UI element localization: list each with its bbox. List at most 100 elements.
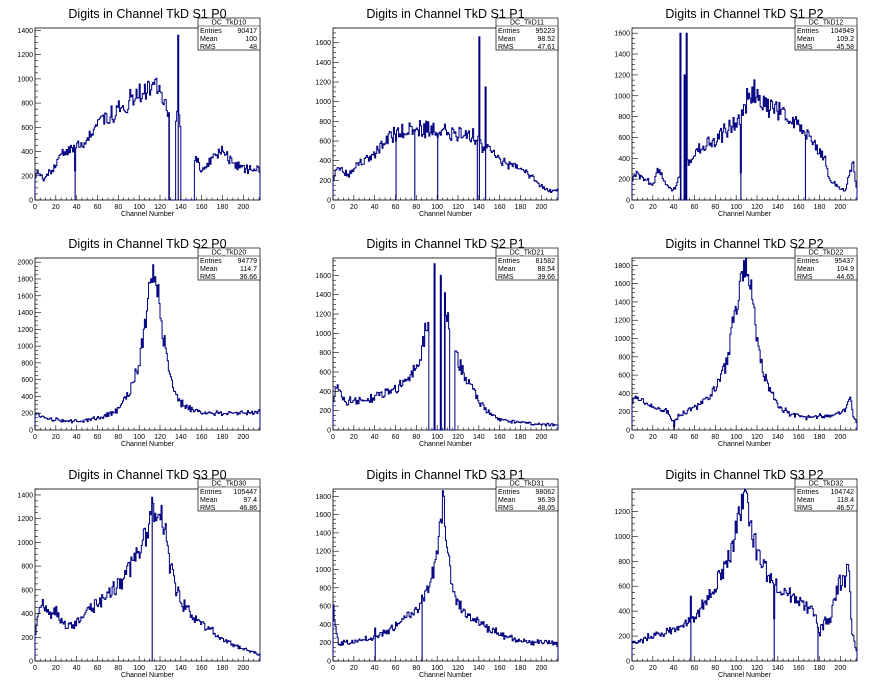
y-tick-label: 200 [21,635,33,642]
y-tick-label: 1800 [315,494,331,501]
x-tick-label: 140 [772,204,784,211]
y-tick-label: 200 [319,640,331,647]
y-tick-label: 600 [21,587,33,594]
histogram-series [631,488,858,661]
x-tick-label: 100 [730,434,742,441]
y-tick-label: 400 [618,391,630,398]
histogram-panel: Digits in Channel TkD S2 P0 0 20 40 60 80 100 1… [17,237,261,448]
y-tick-label: 800 [21,360,33,367]
y-tick-label: 1400 [17,28,33,35]
y-tick-label: 200 [618,409,630,416]
panel-title: Digits in Channel TkD S1 P2 [665,7,823,21]
x-axis-label: Channel Number [419,211,473,218]
x-tick-label: 80 [114,434,122,441]
x-tick-label: 180 [515,665,527,672]
stats-rms-value: 44.65 [836,274,854,281]
histogram-spike [374,628,376,661]
x-tick-label: 140 [175,665,187,672]
stats-entries-label: Entries [200,258,222,265]
x-tick-label: 60 [94,665,102,672]
stats-entries-label: Entries [498,489,520,496]
x-axis-label: Channel Number [121,441,175,448]
plot-frame [631,257,858,431]
y-tick-label: 200 [319,408,331,415]
x-tick-label: 160 [793,434,805,441]
histogram-panel: Digits in Channel TkD S1 P2 0 20 40 60 80 100 1… [614,7,858,218]
histogram-spike [773,618,775,661]
histogram-panel: Digits in Channel TkD S3 P1 0 20 40 60 80 100 1… [315,468,559,679]
x-tick-label: 20 [350,434,358,441]
x-tick-label: 140 [175,434,187,441]
x-tick-label: 120 [751,434,763,441]
x-tick-label: 100 [133,434,145,441]
y-tick-label: 200 [21,173,33,180]
x-tick-label: 20 [52,665,60,672]
x-tick-label: 0 [630,665,634,672]
histogram-series [34,34,261,201]
x-tick-label: 20 [350,665,358,672]
x-tick-label: 60 [691,204,699,211]
stats-rms-label: RMS [200,44,216,51]
stats-mean-label: Mean [797,36,815,43]
x-tick-label: 80 [412,204,420,211]
stats-entries-value: 94779 [238,258,258,265]
x-tick-label: 180 [814,434,826,441]
y-tick-label: 400 [21,149,33,156]
y-tick-label: 600 [319,139,331,146]
histogram-series [631,257,858,430]
histogram-spike [684,74,686,200]
stats-rms-value: 47.61 [537,44,555,51]
histogram-spike [421,595,423,661]
x-tick-label: 160 [494,204,506,211]
y-tick-label: 1000 [614,93,630,100]
x-tick-label: 80 [711,665,719,672]
histogram-spike [686,33,688,200]
y-tick-label: 1000 [315,567,331,574]
y-tick-label: 1600 [315,512,331,519]
stats-mean-label: Mean [200,497,218,504]
plot-frame [34,488,261,662]
x-tick-label: 80 [412,434,420,441]
y-tick-label: 400 [319,158,331,165]
panel-title: Digits in Channel TkD S3 P1 [366,468,524,482]
stats-mean-value: 98.52 [537,36,555,43]
y-tick-label: 0 [327,198,331,205]
x-tick-label: 20 [649,204,657,211]
y-tick-label: 1800 [614,263,630,270]
stats-name: DC_TkD31 [510,481,545,488]
x-tick-label: 100 [431,434,443,441]
stats-name: DC_TkD32 [809,481,844,488]
y-tick-label: 1000 [614,336,630,343]
panel-title: Digits in Channel TkD S1 P1 [366,7,524,21]
x-tick-label: 60 [691,434,699,441]
stats-mean-label: Mean [797,497,815,504]
y-tick-label: 1200 [315,312,331,319]
histogram-spike [434,263,436,430]
stats-name: DC_TkD21 [510,250,545,257]
y-tick-label: 200 [21,411,33,418]
x-tick-label: 180 [515,434,527,441]
y-tick-label: 1000 [17,540,33,547]
stats-mean-value: 118.4 [837,497,854,504]
y-tick-label: 0 [29,659,33,666]
stats-mean-label: Mean [797,266,815,273]
y-tick-label: 1600 [614,281,630,288]
stats-entries-label: Entries [797,28,819,35]
x-tick-label: 180 [814,665,826,672]
x-tick-label: 40 [371,434,379,441]
stats-mean-label: Mean [200,266,218,273]
y-tick-label: 1400 [614,299,630,306]
stats-rms-label: RMS [797,44,813,51]
x-tick-label: 80 [412,665,420,672]
x-tick-label: 20 [649,434,657,441]
x-tick-label: 0 [331,665,335,672]
y-tick-label: 400 [21,611,33,618]
x-tick-label: 180 [217,665,229,672]
stats-mean-value: 109.2 [836,36,854,43]
y-tick-label: 0 [327,428,331,435]
stats-name: DC_TkD12 [809,20,844,27]
y-tick-label: 2000 [17,260,33,267]
